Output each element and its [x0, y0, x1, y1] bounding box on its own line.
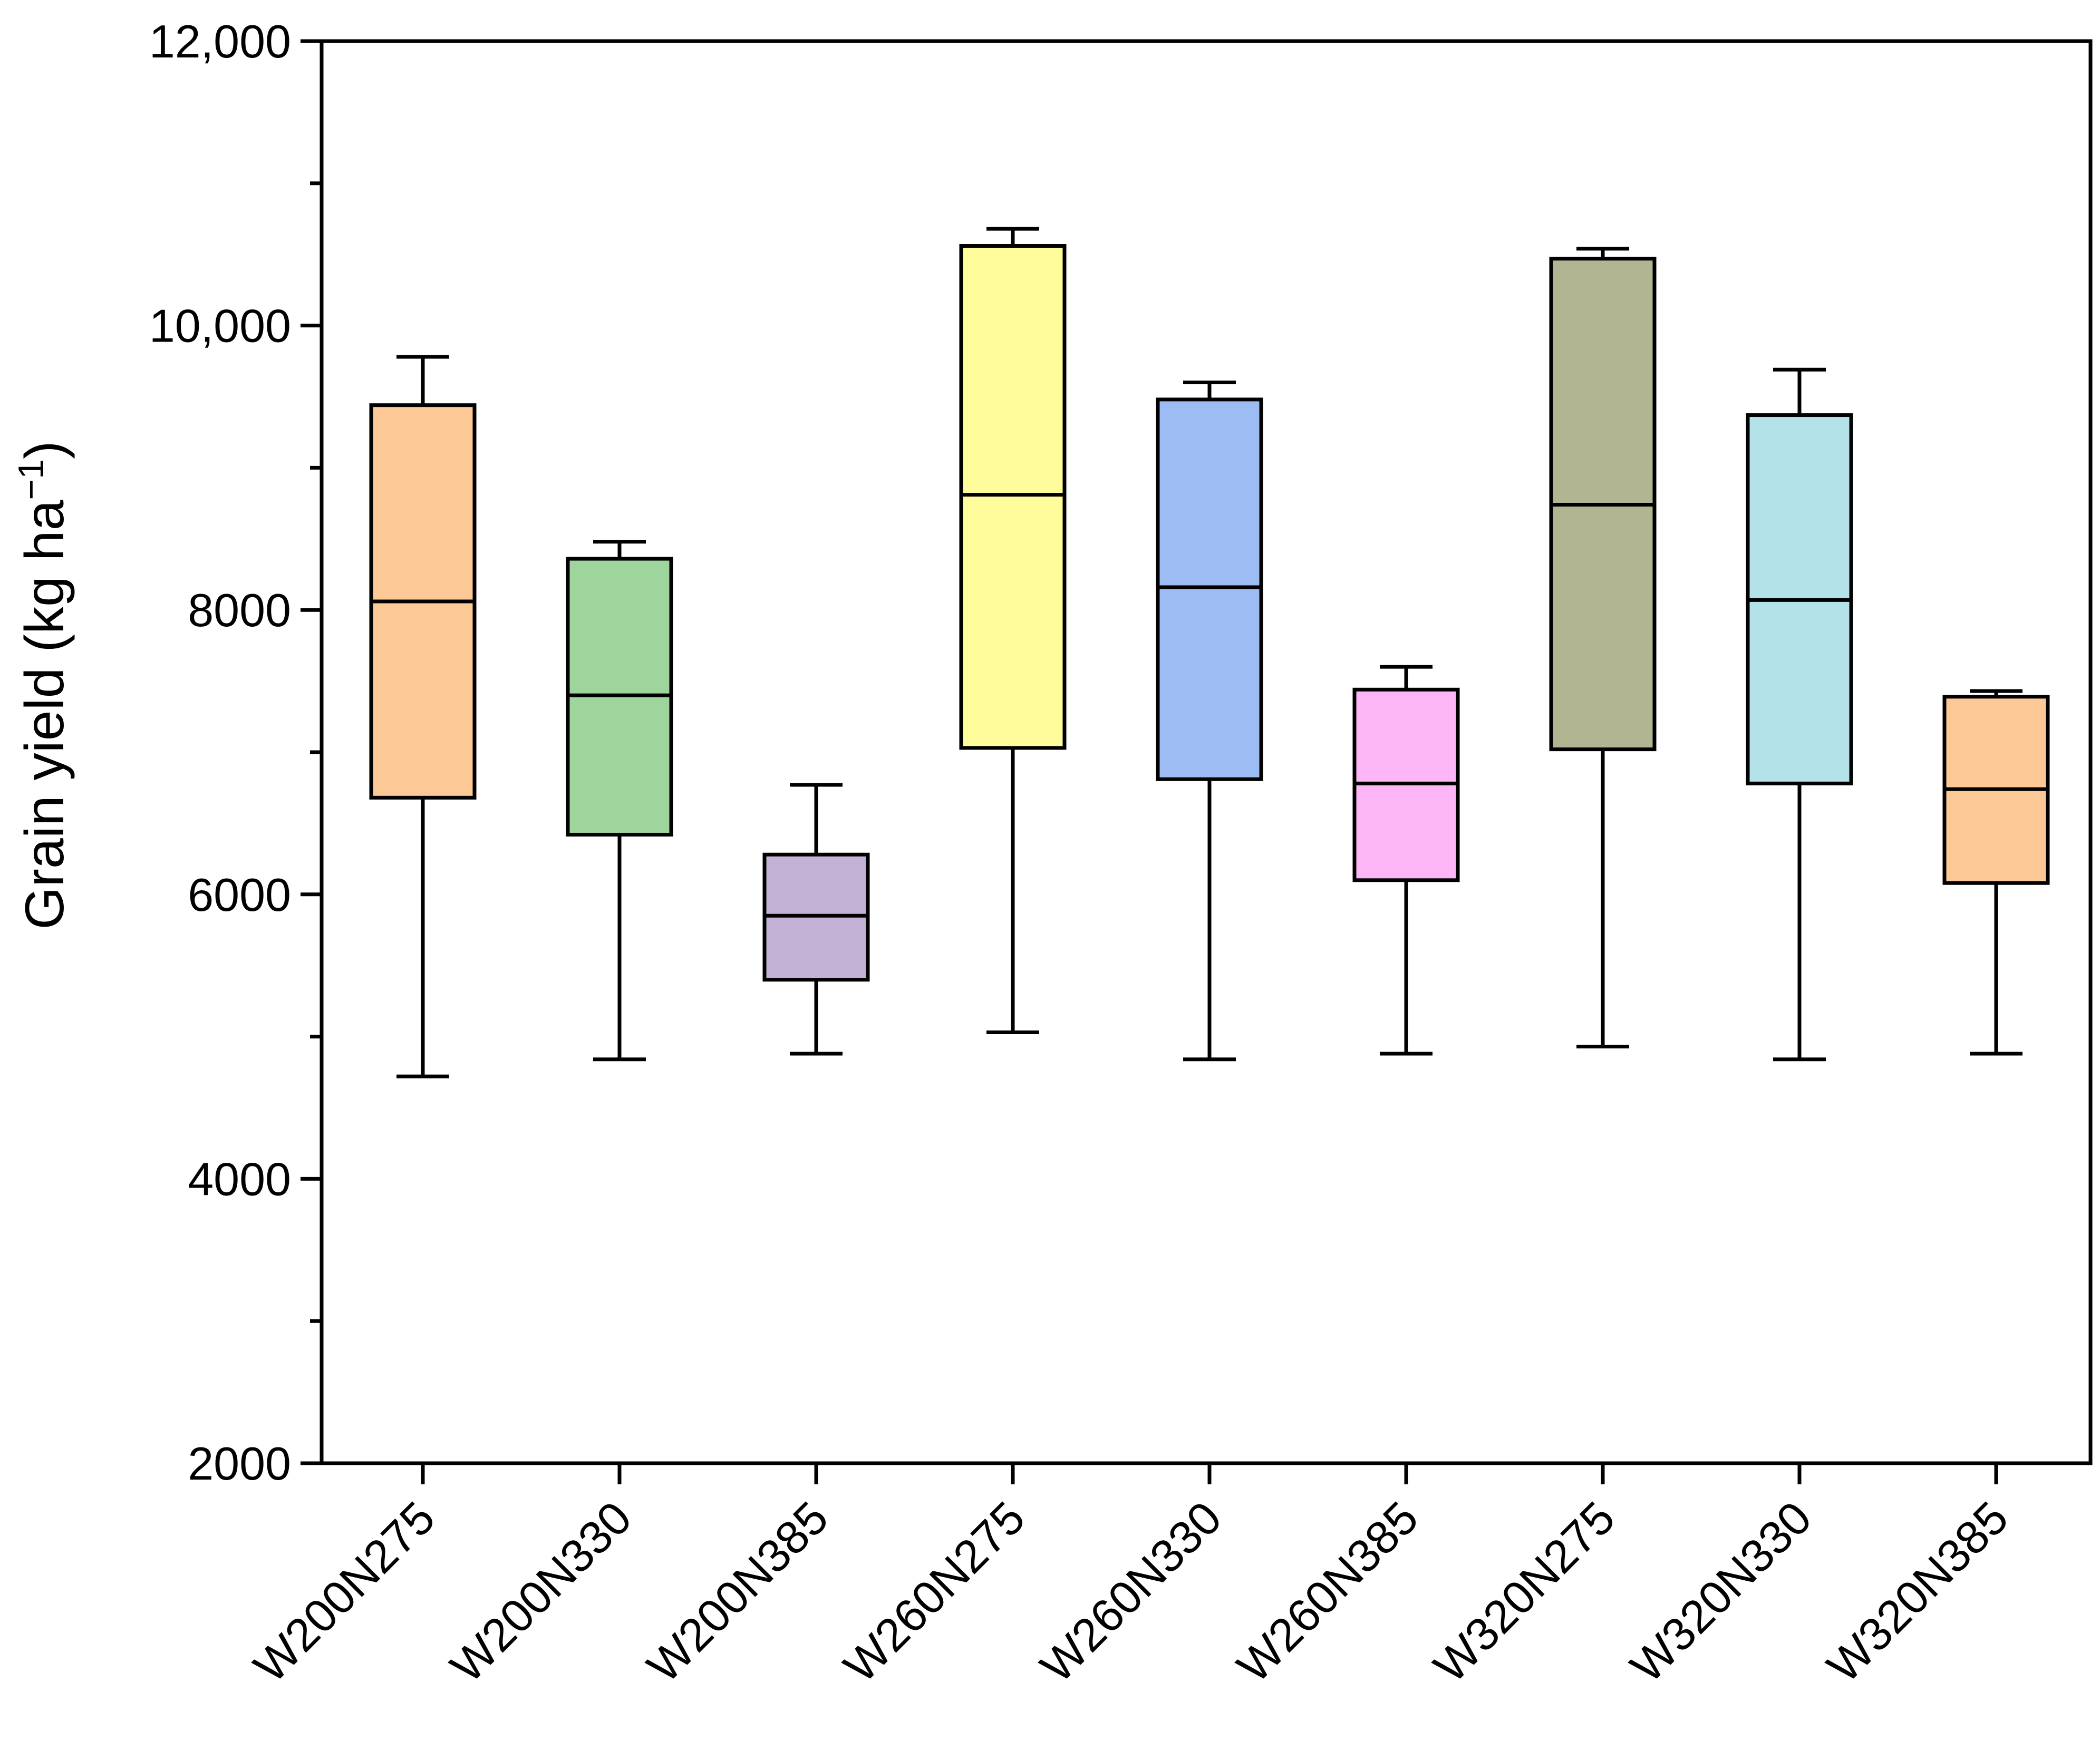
box-w260n330: [1156, 381, 1263, 1062]
y-tick-label: 8000: [188, 584, 291, 636]
box-w200n385: [762, 783, 870, 1056]
box-w260n385: [1352, 665, 1460, 1056]
x-tick-label: W200N275: [244, 1491, 444, 1692]
iqr-box: [959, 244, 1067, 750]
y-axis-title: Grain yield (kg ha−1): [11, 441, 75, 929]
x-tick-label: W320N275: [1424, 1491, 1624, 1692]
x-tick-label: W260N330: [1030, 1491, 1231, 1692]
box-w200n330: [566, 540, 673, 1062]
box-w260n275: [959, 227, 1067, 1035]
y-tick-label: 2000: [188, 1437, 291, 1490]
x-tick-label: W200N385: [637, 1491, 838, 1692]
plot-area: [320, 39, 2093, 1465]
y-axis-title-main: Grain yield (kg ha: [14, 500, 75, 929]
x-tick-label: W200N330: [440, 1491, 641, 1692]
x-axis: W200N275W200N330W200N385W260N275W260N330…: [244, 1463, 2018, 1693]
y-tick-label: 12,000: [149, 15, 291, 67]
x-tick-label: W320N385: [1817, 1491, 2018, 1692]
y-tick-label: 4000: [188, 1153, 291, 1205]
box-w320n385: [1942, 689, 2050, 1056]
box-w320n330: [1746, 367, 1853, 1062]
x-tick-label: W260N275: [834, 1491, 1034, 1692]
x-tick-label: W320N330: [1620, 1491, 1821, 1692]
y-tick-label: 6000: [188, 869, 291, 921]
y-axis-title-superscript: −1: [11, 459, 51, 500]
iqr-box: [1156, 397, 1263, 781]
box-w200n275: [369, 355, 477, 1078]
y-tick-label: 10,000: [149, 300, 291, 352]
box-w320n275: [1549, 247, 1657, 1048]
y-axis-title-close: ): [14, 441, 75, 459]
y-axis: 2000 4000 6000 8000 10,000 12,000: [149, 15, 322, 1490]
x-tick-label: W260N385: [1227, 1491, 1428, 1692]
